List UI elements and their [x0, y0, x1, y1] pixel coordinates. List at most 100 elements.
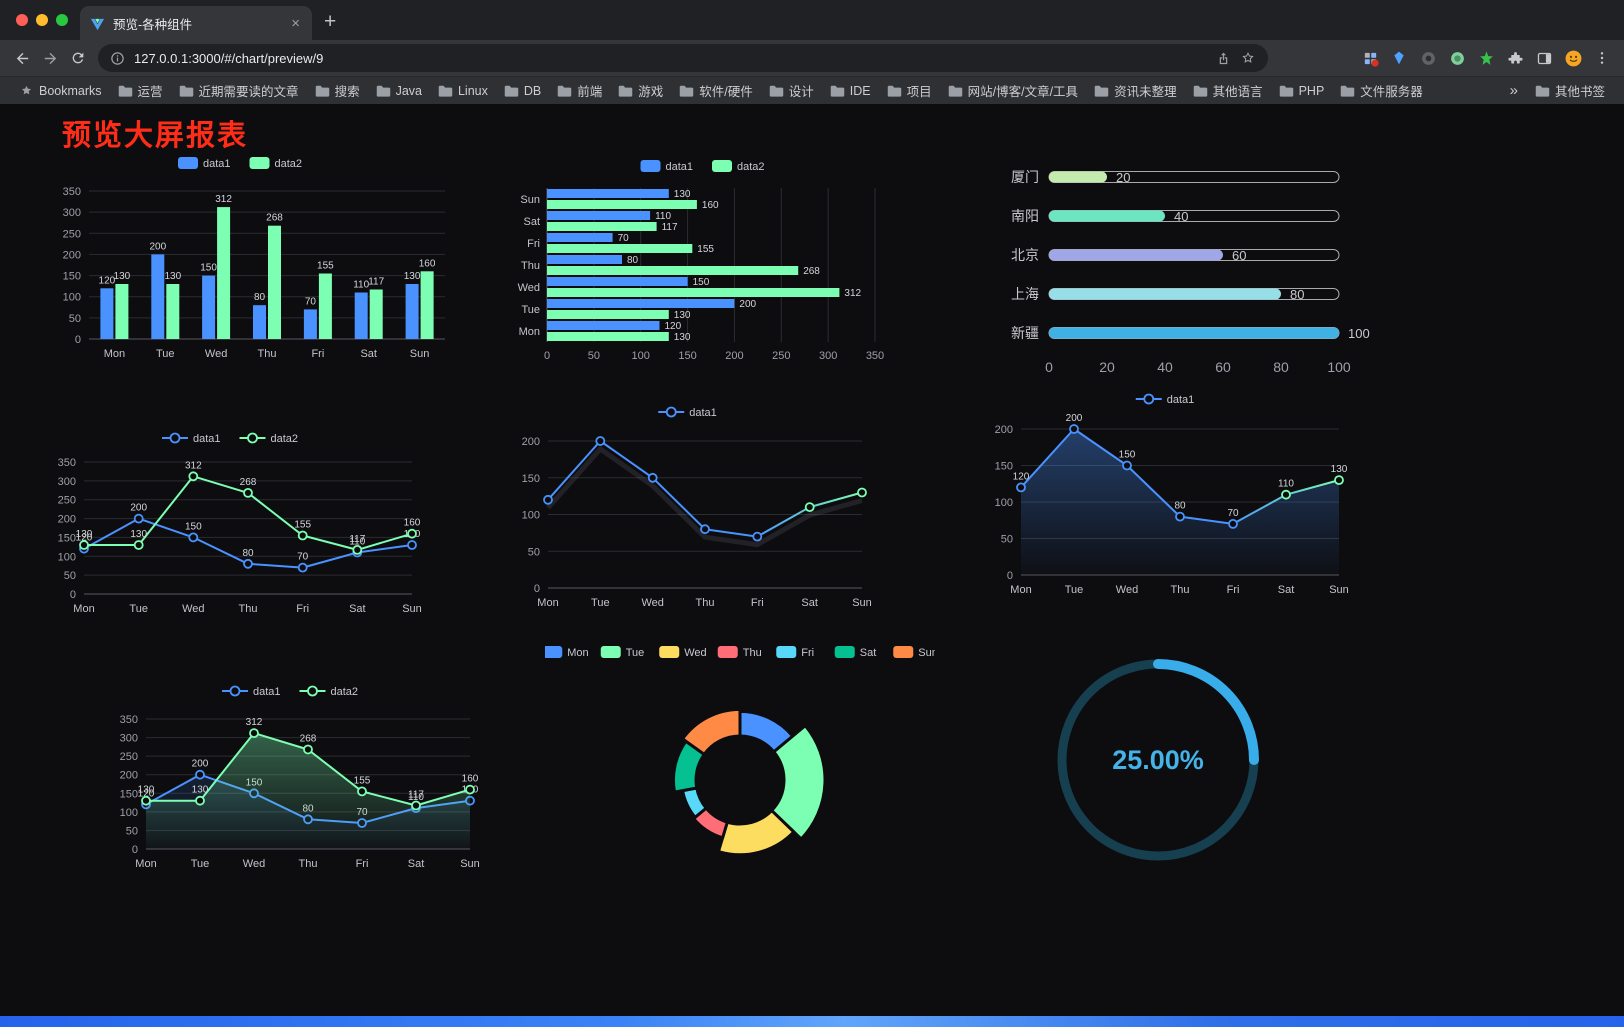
bar-data2[interactable]: [369, 289, 383, 340]
minimize-window-button[interactable]: [36, 14, 48, 26]
bookmark-folder[interactable]: 运营: [111, 78, 170, 103]
legend-item-data1[interactable]: data1: [162, 432, 221, 445]
bookmarks-manager-item[interactable]: Bookmarks: [12, 80, 109, 101]
progress-fill-上海[interactable]: [1049, 288, 1281, 300]
profile-avatar[interactable]: [1563, 48, 1583, 68]
point-data2[interactable]: [243, 488, 253, 498]
legend-item-data2[interactable]: data2: [299, 685, 359, 698]
browser-tab[interactable]: 预览-各种组件 ×: [80, 6, 312, 40]
point-data1[interactable]: [188, 532, 199, 543]
extension-icon-grid[interactable]: [1360, 48, 1380, 68]
bookmark-folder[interactable]: 文件服务器: [1333, 78, 1430, 103]
legend-item-Sat[interactable]: Sat: [834, 646, 877, 659]
bar-data2[interactable]: [166, 284, 180, 339]
point-data2[interactable]: [357, 786, 367, 797]
bar-data1[interactable]: [547, 211, 651, 220]
legend-item-Mon[interactable]: Mon: [545, 646, 589, 659]
point-data1[interactable]: [543, 494, 553, 505]
legend-item-data2[interactable]: data2: [712, 160, 765, 173]
legend-item-data2[interactable]: data2: [239, 432, 299, 445]
bar-data1[interactable]: [303, 309, 317, 339]
extension-icon-green-star[interactable]: [1476, 48, 1496, 68]
bookmark-folder[interactable]: 项目: [880, 78, 939, 103]
legend-item-data2[interactable]: data2: [249, 157, 303, 170]
point-data1[interactable]: [407, 540, 417, 550]
point-data1[interactable]: [647, 472, 658, 483]
point-data2[interactable]: [465, 784, 475, 795]
bookmark-folder[interactable]: 设计: [762, 78, 821, 103]
legend-item-Tue[interactable]: Tue: [600, 646, 645, 659]
bar-data1[interactable]: [547, 255, 622, 264]
bar-data1[interactable]: [547, 299, 735, 308]
bar-data1[interactable]: [405, 284, 419, 339]
point-data1[interactable]: [1175, 511, 1185, 522]
bar-data2[interactable]: [547, 288, 840, 297]
bar-data2[interactable]: [115, 284, 129, 339]
address-bar[interactable]: [98, 44, 1268, 72]
legend-item-Wed[interactable]: Wed: [659, 646, 707, 659]
legend-item-data1[interactable]: data1: [178, 157, 231, 170]
bar-data1[interactable]: [100, 288, 114, 339]
extension-icon-blue-drop[interactable]: [1389, 48, 1409, 68]
bar-data1[interactable]: [547, 321, 660, 330]
bar-data2[interactable]: [547, 244, 693, 253]
bookmark-folder[interactable]: PHP: [1272, 81, 1332, 101]
bar-data2[interactable]: [318, 273, 332, 340]
point-data2[interactable]: [352, 545, 363, 555]
new-tab-button[interactable]: +: [324, 10, 337, 33]
bookmark-folder[interactable]: 近期需要读的文章: [172, 78, 306, 103]
bar-data1[interactable]: [151, 254, 165, 339]
point-data2[interactable]: [411, 800, 421, 811]
legend-item-Sun[interactable]: Sun: [893, 646, 935, 659]
bookmark-star-icon[interactable]: [1240, 50, 1256, 66]
point-data1[interactable]: [1016, 482, 1026, 493]
point-data1[interactable]: [595, 436, 606, 446]
side-panel-icon[interactable]: [1534, 48, 1554, 68]
pie-slice-Tue[interactable]: [770, 724, 827, 841]
point-data1[interactable]: [857, 487, 867, 498]
menu-icon[interactable]: [1592, 48, 1612, 68]
point-data1[interactable]: [133, 513, 144, 524]
bar-data1[interactable]: [547, 233, 613, 242]
bookmark-folder[interactable]: 网站/博客/文章/工具: [941, 78, 1085, 103]
point-data1[interactable]: [1122, 460, 1132, 471]
reload-button[interactable]: [64, 44, 92, 72]
progress-fill-新疆[interactable]: [1049, 327, 1339, 339]
point-data1[interactable]: [804, 502, 815, 512]
point-data1[interactable]: [1281, 489, 1291, 500]
bookmarks-overflow-chevron[interactable]: »: [1509, 82, 1518, 99]
extension-icon-dark-circle[interactable]: [1418, 48, 1438, 68]
point-data2[interactable]: [195, 795, 205, 806]
site-info-icon[interactable]: [110, 51, 125, 66]
bar-data2[interactable]: [420, 271, 434, 339]
bookmark-folder[interactable]: 游戏: [611, 78, 670, 103]
legend-item-data1[interactable]: data1: [1135, 393, 1195, 406]
legend-item-data1[interactable]: data1: [222, 685, 281, 698]
point-data2[interactable]: [141, 795, 151, 806]
bar-data2[interactable]: [547, 266, 799, 275]
forward-button[interactable]: [36, 44, 64, 72]
point-data2[interactable]: [188, 471, 199, 482]
close-window-button[interactable]: [16, 14, 28, 26]
bookmark-folder[interactable]: 搜索: [308, 78, 367, 103]
bar-data2[interactable]: [547, 310, 669, 319]
point-data1[interactable]: [1069, 424, 1079, 434]
point-data1[interactable]: [1228, 518, 1238, 529]
bar-data1[interactable]: [547, 277, 688, 286]
legend-item-Thu[interactable]: Thu: [717, 646, 762, 659]
pie-slice-Sun[interactable]: [681, 707, 742, 756]
bar-data1[interactable]: [354, 292, 368, 340]
url-input[interactable]: [134, 50, 1207, 66]
progress-fill-厦门[interactable]: [1049, 171, 1107, 183]
point-data2[interactable]: [303, 744, 313, 755]
bookmark-folder[interactable]: 软件/硬件: [672, 78, 759, 103]
bar-data2[interactable]: [547, 332, 669, 341]
bar-data2[interactable]: [217, 207, 231, 339]
pie-slice-Wed[interactable]: [716, 809, 796, 857]
point-data2[interactable]: [249, 728, 259, 738]
point-data1[interactable]: [195, 769, 205, 780]
point-data1[interactable]: [1334, 475, 1344, 485]
share-icon[interactable]: [1216, 51, 1231, 66]
extensions-puzzle-icon[interactable]: [1505, 48, 1525, 68]
bookmark-folder[interactable]: DB: [497, 81, 548, 101]
